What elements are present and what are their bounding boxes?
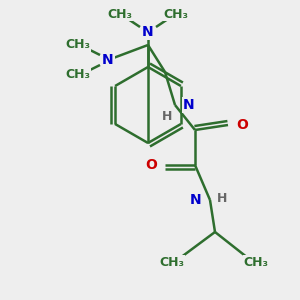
Text: O: O (236, 118, 248, 132)
Text: CH₃: CH₃ (244, 256, 268, 268)
Text: N: N (183, 98, 195, 112)
Text: N: N (190, 193, 202, 207)
Text: H: H (217, 191, 227, 205)
Text: H: H (162, 110, 172, 124)
Text: CH₃: CH₃ (65, 68, 91, 82)
Text: O: O (145, 158, 157, 172)
Text: CH₃: CH₃ (65, 38, 91, 52)
Text: N: N (102, 53, 114, 67)
Text: CH₃: CH₃ (164, 8, 188, 20)
Text: CH₃: CH₃ (160, 256, 184, 268)
Text: CH₃: CH₃ (107, 8, 133, 20)
Text: N: N (142, 25, 154, 39)
